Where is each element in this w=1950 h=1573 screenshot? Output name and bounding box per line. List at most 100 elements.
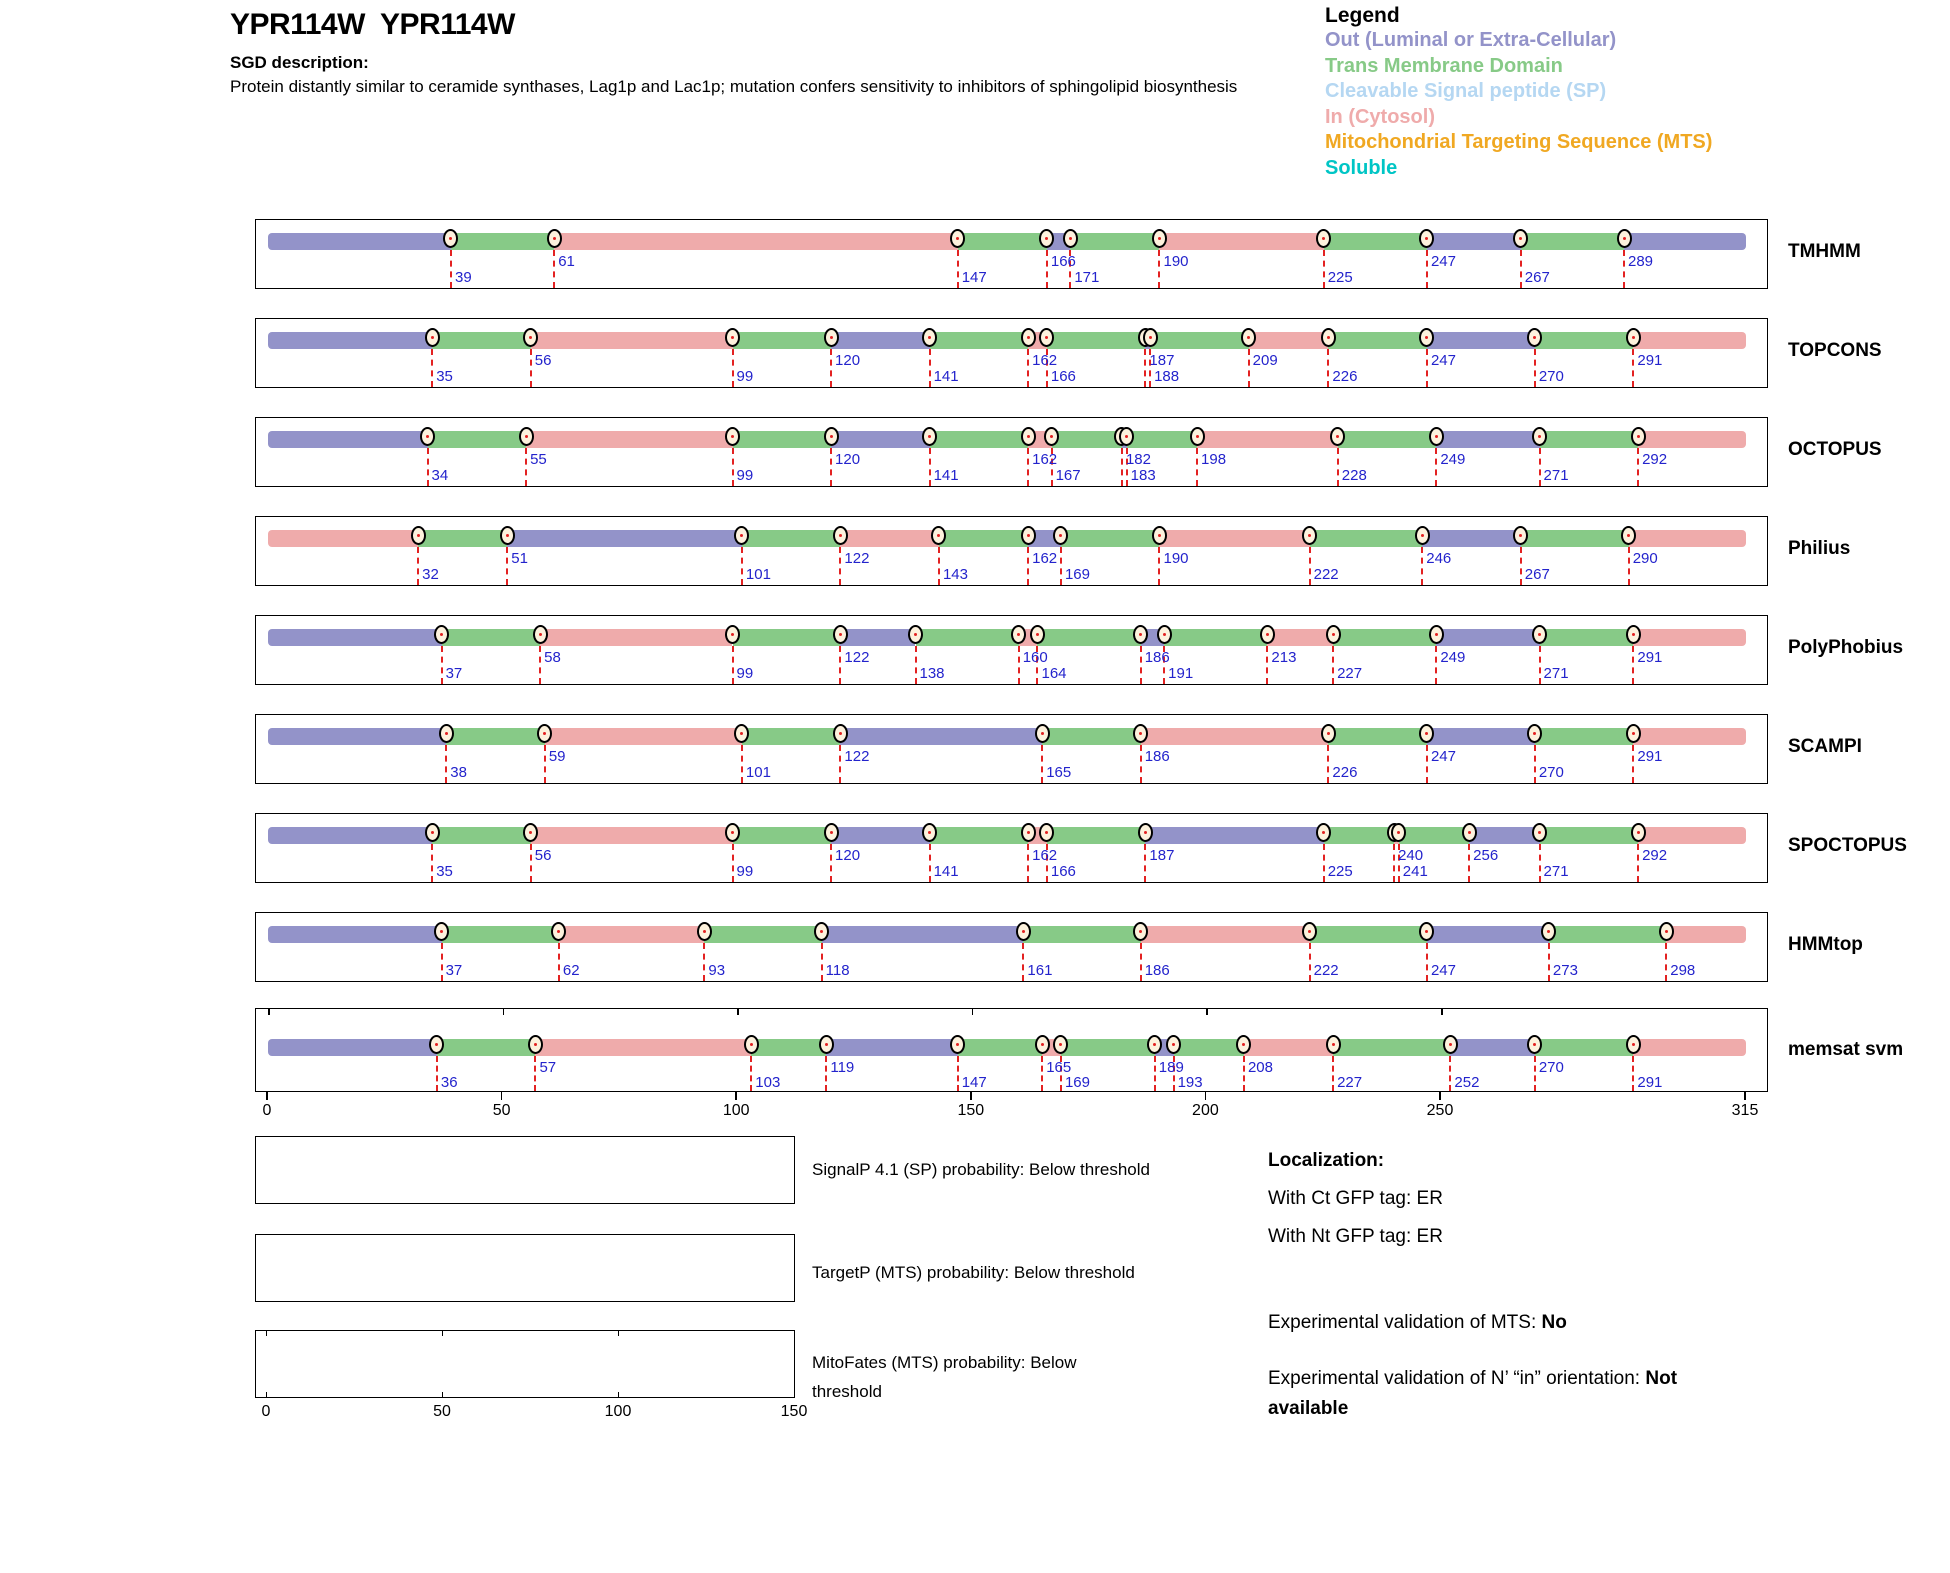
boundary-position-label: 186 — [1144, 962, 1170, 979]
topology-segment-in — [840, 530, 939, 547]
mitofates-tick-top — [441, 1331, 443, 1336]
boundary-position-label: 147 — [961, 269, 987, 286]
boundary-marker — [1532, 625, 1548, 644]
topology-segment-tm — [1548, 926, 1667, 943]
predictor-row-label-tmhmm: TMHMM — [1788, 241, 1861, 262]
boundary-dash-line — [506, 547, 509, 585]
orientation-validation-prefix: Experimental validation of N’ “in” orien… — [1268, 1368, 1646, 1389]
x-axis-tick — [735, 1092, 737, 1100]
boundary-marker — [743, 1035, 759, 1054]
boundary-dash-line — [928, 349, 931, 387]
boundary-marker — [1166, 1035, 1182, 1054]
boundary-dash-line — [750, 1056, 753, 1091]
topology-segment-tm — [1150, 332, 1249, 349]
legend-item-out: Out (Luminal or Extra-Cellular) — [1325, 29, 1617, 51]
boundary-position-label: 189 — [1158, 1059, 1184, 1076]
boundary-position-label: 226 — [1332, 368, 1358, 385]
boundary-position-label: 291 — [1637, 352, 1663, 369]
boundary-position-label: 35 — [436, 863, 453, 880]
topology-segment-out — [1624, 233, 1746, 250]
boundary-position-label: 270 — [1538, 1059, 1564, 1076]
predictor-panel-polyphobius: 37 58 99 122 138 160 164 186 191 213 227 249 271 291 — [255, 615, 1768, 685]
predictor-panel-philius: 32 51 101 122 143 162 169 190 222 246 267 290 — [255, 516, 1768, 586]
boundary-position-label: 182 — [1125, 451, 1151, 468]
boundary-marker — [434, 922, 450, 941]
boundary-dash-line — [1153, 1056, 1156, 1091]
boundary-marker — [823, 427, 839, 446]
legend-title: Legend — [1325, 4, 1400, 27]
boundary-position-label: 37 — [445, 665, 463, 682]
boundary-dash-line — [1120, 448, 1123, 486]
boundary-position-label: 290 — [1632, 550, 1658, 567]
boundary-dash-line — [1632, 1056, 1635, 1091]
boundary-position-label: 270 — [1538, 764, 1564, 781]
topology-segment-out — [268, 728, 447, 745]
topology-bar — [268, 332, 1746, 349]
mts-validation-prefix: Experimental validation of MTS: — [1268, 1312, 1542, 1333]
boundary-position-label: 99 — [736, 665, 754, 682]
legend-item-in: In (Cytosol) — [1325, 105, 1435, 128]
boundary-position-label: 252 — [1454, 1074, 1480, 1091]
memsat-top-tick — [737, 1009, 739, 1015]
boundary-marker — [1532, 823, 1548, 842]
boundary-marker — [1133, 625, 1149, 644]
topology-segment-in — [1267, 629, 1334, 646]
topology-segment-tm — [1051, 431, 1122, 448]
boundary-position-label: 169 — [1064, 566, 1090, 583]
topology-segment-tm — [938, 530, 1029, 547]
boundary-dash-line — [553, 250, 556, 288]
mitofates-tick-bottom — [441, 1392, 443, 1397]
boundary-position-label: 246 — [1426, 550, 1452, 567]
memsat-top-tick — [1206, 1009, 1208, 1015]
topology-segment-tm — [1539, 629, 1634, 646]
predictor-panel-octopus: 34 55 99 120 141 162 167 182 183 198 228 249 271 292 — [255, 417, 1768, 487]
orientation-validation-line: Experimental validation of N’ “in” orien… — [1268, 1364, 1728, 1424]
boundary-dash-line — [820, 943, 823, 981]
boundary-marker — [1302, 922, 1318, 941]
boundary-marker — [424, 328, 440, 347]
boundary-marker — [1325, 625, 1341, 644]
topology-segment-tm — [1328, 728, 1427, 745]
boundary-dash-line — [1632, 646, 1635, 684]
boundary-dash-line — [431, 349, 434, 387]
x-axis-tick-label: 150 — [957, 1102, 985, 1119]
boundary-marker — [1621, 526, 1637, 545]
topology-segment-out — [840, 629, 916, 646]
legend-item-tm: Trans Membrane Domain — [1325, 54, 1563, 77]
topology-segment-out — [1436, 431, 1540, 448]
topology-segment-tm — [929, 332, 1029, 349]
boundary-dash-line — [1027, 547, 1030, 585]
boundary-marker — [1527, 328, 1543, 347]
topology-segment-tm — [1520, 233, 1624, 250]
boundary-position-label: 271 — [1543, 665, 1569, 682]
topology-segment-tm — [432, 827, 531, 844]
boundary-dash-line — [1242, 1056, 1245, 1091]
topology-bar — [268, 431, 1746, 448]
boundary-position-label: 271 — [1543, 467, 1569, 484]
boundary-marker — [1062, 229, 1078, 248]
topology-segment-tm — [704, 926, 822, 943]
predictor-row-label-philius: Philius — [1788, 538, 1851, 559]
topology-segment-tm — [1060, 530, 1160, 547]
topology-segment-out — [268, 926, 442, 943]
boundary-marker — [1630, 427, 1646, 446]
boundary-dash-line — [1247, 349, 1250, 387]
boundary-marker — [523, 328, 539, 347]
topology-segment-in — [554, 233, 958, 250]
boundary-marker — [1625, 328, 1641, 347]
boundary-position-label: 55 — [530, 451, 547, 468]
boundary-marker — [410, 526, 426, 545]
x-axis-tick-label: 315 — [1731, 1102, 1759, 1119]
topology-segment-out — [831, 332, 930, 349]
boundary-dash-line — [1322, 844, 1325, 882]
boundary-marker — [1419, 724, 1435, 743]
boundary-marker — [1630, 823, 1646, 842]
boundary-position-label: 171 — [1074, 269, 1100, 286]
topology-segment-tm — [1323, 233, 1427, 250]
boundary-marker — [734, 526, 750, 545]
mts-validation-value: No — [1541, 1312, 1567, 1333]
x-axis-tick — [1439, 1092, 1441, 1100]
boundary-position-label: 190 — [1163, 550, 1189, 567]
boundary-marker — [438, 724, 454, 743]
boundary-dash-line — [731, 448, 734, 486]
